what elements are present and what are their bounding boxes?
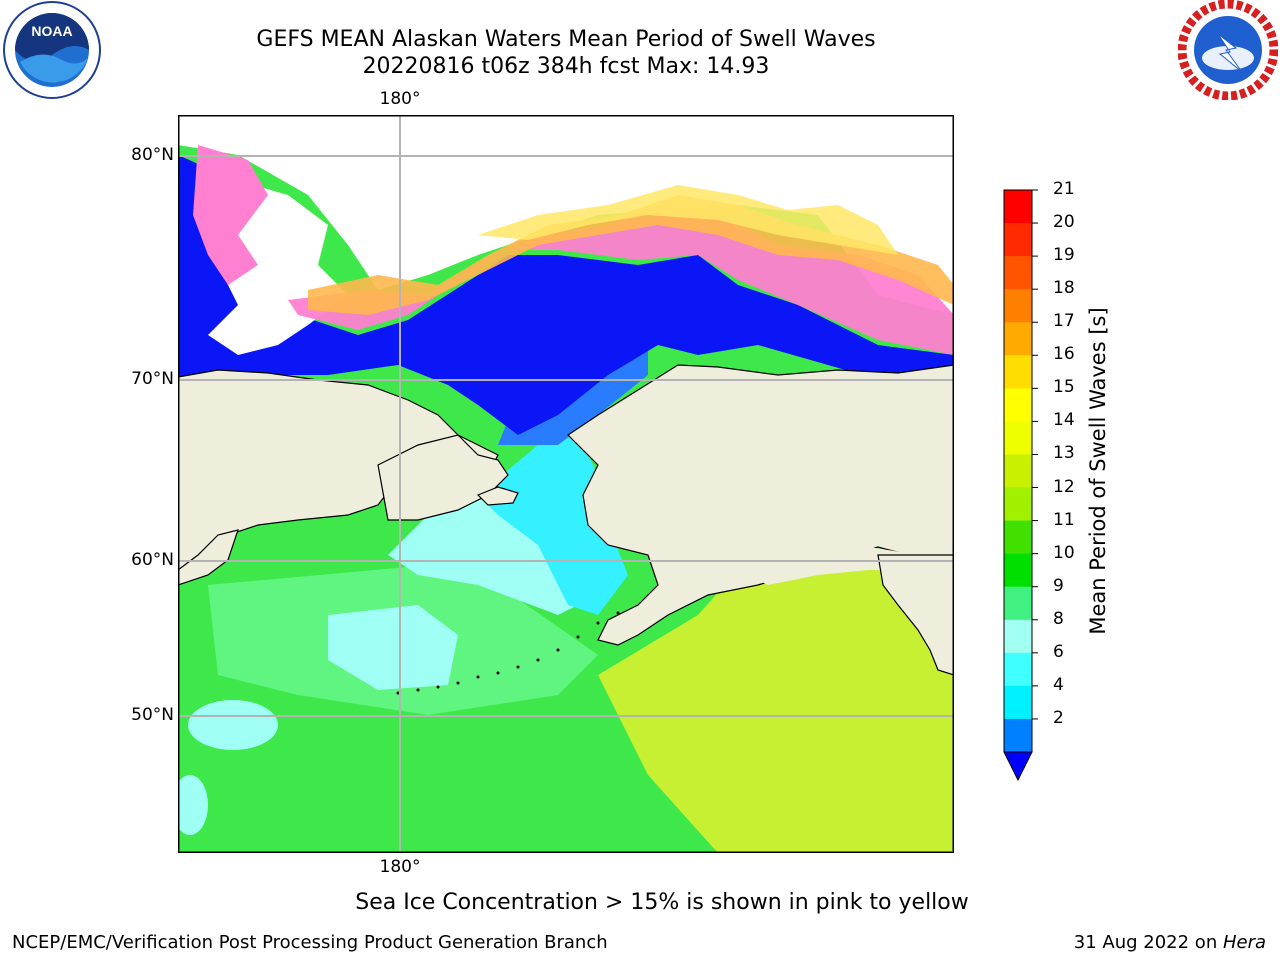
map-subtitle: 20220816 t06z 384h fcst Max: 14.93 [362, 54, 770, 79]
colorbar-tick-label: 17 [1053, 311, 1075, 332]
colorbar-tick-label: 19 [1053, 245, 1075, 266]
colorbar-band [1004, 487, 1032, 522]
map-title: GEFS MEAN Alaskan Waters Mean Period of … [256, 27, 876, 52]
colorbar-band [1004, 718, 1032, 753]
colorbar-band [1004, 256, 1032, 290]
colorbar-tick-label: 12 [1053, 476, 1075, 497]
ocean-light-cyan-patch [328, 605, 458, 690]
colorbar-band [1004, 586, 1032, 621]
nws-logo [1178, 0, 1278, 100]
colorbar-band [1004, 520, 1032, 555]
colorbar-extend-triangle [1003, 751, 1033, 782]
footer-host: Hera [1222, 932, 1266, 953]
ocean-light-cyan-patch-sw [178, 775, 208, 835]
colorbar-band [1004, 223, 1032, 257]
colorbar-band [1004, 421, 1032, 455]
noaa-logo-text: NOAA [31, 23, 72, 39]
colorbar-tick-label: 4 [1053, 674, 1064, 695]
colorbar-tick-label: 16 [1053, 344, 1075, 365]
colorbar-band [1004, 289, 1032, 323]
lat-tick-60: 60°N [131, 550, 174, 570]
ocean-yellow-green-region [598, 570, 954, 853]
colorbar-tick-label: 6 [1053, 641, 1064, 662]
colorbar-band [1004, 454, 1032, 489]
lat-tick-70: 70°N [131, 369, 174, 389]
sea-ice-yellow-band [478, 185, 898, 255]
colorbar-band [1004, 190, 1032, 224]
colorbar-border [1003, 189, 1033, 753]
ocean-light-cyan-patch-west [188, 700, 278, 750]
colorbar-band [1004, 388, 1032, 422]
map-panel [178, 115, 954, 853]
footer-credit: NCEP/EMC/Verification Post Processing Pr… [12, 932, 608, 953]
colorbar-tick-label: 10 [1053, 542, 1075, 563]
sea-ice-pink-band [288, 205, 954, 355]
sea-ice-note: Sea Ice Concentration > 15% is shown in … [355, 890, 969, 915]
land-st-lawrence-island [476, 486, 519, 506]
colorbar-band [1004, 619, 1032, 654]
map-svg [178, 115, 954, 853]
colorbar-band [1004, 322, 1032, 356]
lat-tick-50: 50°N [131, 705, 174, 725]
sea-ice-pink-west [193, 145, 268, 285]
colorbar-label-container: Mean Period of Swell Waves [s] [1078, 190, 1118, 752]
colorbar [1003, 189, 1038, 782]
map-gridlines [178, 115, 954, 853]
colorbar-tick-label: 14 [1053, 410, 1075, 431]
lon-tick-bottom: 180° [379, 857, 421, 877]
land-southeast-alaska [877, 554, 954, 676]
colorbar-tick-label: 15 [1053, 377, 1075, 398]
lon-tick-top: 180° [379, 89, 421, 109]
colorbar-band [1004, 553, 1032, 588]
colorbar-label: Mean Period of Swell Waves [s] [1086, 307, 1110, 635]
aleutian-islands [396, 611, 620, 695]
land-chukotka-peninsula [377, 434, 509, 521]
colorbar-tick-label: 13 [1053, 443, 1075, 464]
colorbar-tick-label: 11 [1053, 509, 1075, 530]
colorbar-tick-label: 9 [1053, 575, 1064, 596]
colorbar-band [1004, 652, 1032, 687]
footer-date: 31 Aug 2022 on Hera [1074, 932, 1266, 953]
colorbar-tick-label: 18 [1053, 278, 1075, 299]
colorbar-band [1004, 685, 1032, 720]
colorbar-tick-label: 8 [1053, 608, 1064, 629]
colorbar-band [1004, 355, 1032, 389]
colorbar-tick-label: 20 [1053, 212, 1075, 233]
noaa-logo: NOAA [3, 1, 101, 99]
colorbar-tick-label: 21 [1053, 179, 1075, 199]
land-kamchatka-coast [178, 529, 239, 586]
footer-date-text: 31 Aug 2022 on [1073, 932, 1223, 953]
map-border [178, 115, 954, 853]
colorbar-tick-label: 2 [1053, 707, 1064, 728]
lat-tick-80: 80°N [131, 145, 174, 165]
arctic-ocean-deep-blue [178, 155, 954, 435]
